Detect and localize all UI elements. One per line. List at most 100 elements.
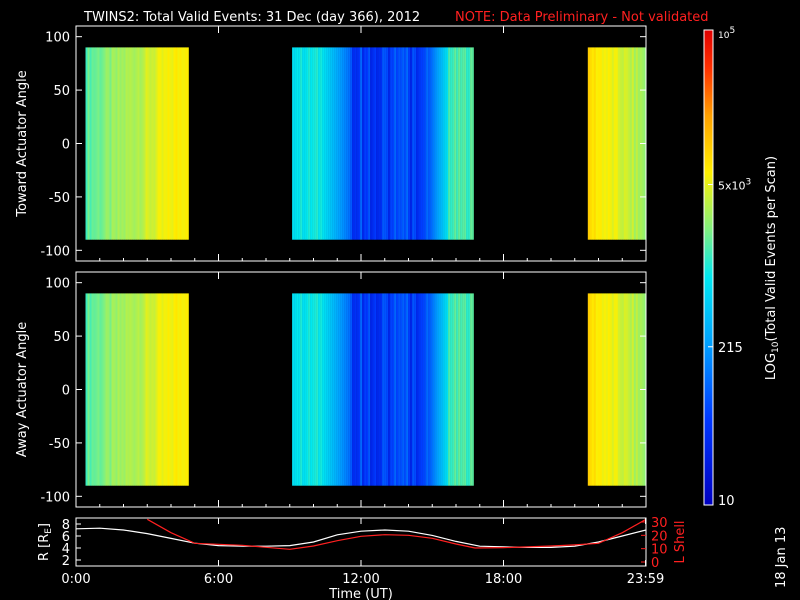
heatmap-column xyxy=(151,293,154,486)
heatmap-column xyxy=(424,293,427,486)
heatmap-column xyxy=(107,47,110,240)
heatmap-column xyxy=(615,293,618,486)
heatmap-column xyxy=(181,47,184,240)
y-tick-label: 50 xyxy=(53,84,70,99)
heatmap-column xyxy=(434,293,437,486)
heatmap-column xyxy=(392,47,395,240)
heatmap-column xyxy=(619,47,622,240)
heatmap-column xyxy=(631,47,634,240)
heatmap-column xyxy=(418,47,421,240)
heatmap-column xyxy=(464,47,467,240)
heatmap-column xyxy=(599,47,602,240)
heatmap-column xyxy=(113,293,116,486)
heatmap-column xyxy=(109,47,112,240)
heatmap-column xyxy=(434,47,437,240)
heatmap-column xyxy=(318,293,321,486)
heatmap-column xyxy=(404,293,407,486)
y-tick-label: -100 xyxy=(40,490,70,505)
heatmap-column xyxy=(169,293,172,486)
heatmap-column xyxy=(320,47,323,240)
heatmap-column xyxy=(354,293,357,486)
y2-axis-label: L Shell xyxy=(673,520,688,563)
heatmap-column xyxy=(344,293,347,486)
heatmap-column xyxy=(300,47,303,240)
heatmap-column xyxy=(85,47,88,240)
heatmap-column xyxy=(360,47,363,240)
y-tick-label: 0 xyxy=(62,384,70,399)
heatmap-column xyxy=(306,47,309,240)
heatmap-column xyxy=(440,47,443,240)
heatmap-column xyxy=(167,293,170,486)
heatmap-column xyxy=(87,293,90,486)
heatmap-column xyxy=(354,47,357,240)
heatmap-column xyxy=(135,47,138,240)
heatmap-column xyxy=(113,47,116,240)
heatmap-column xyxy=(603,293,606,486)
heatmap-column xyxy=(470,47,473,240)
heatmap-column xyxy=(336,293,339,486)
colorbar: 105 5x103 215 10 LOG10(Total Valid Events pe… xyxy=(703,26,781,509)
heatmap-column xyxy=(312,293,315,486)
heatmap-column xyxy=(470,293,473,486)
heatmap-column xyxy=(400,293,403,486)
heatmap-column xyxy=(631,293,634,486)
heatmap-column xyxy=(352,293,355,486)
heatmap-column xyxy=(430,293,433,486)
heatmap-column xyxy=(123,293,126,486)
heatmap-column xyxy=(127,47,130,240)
heatmap-column xyxy=(350,47,353,240)
heatmap-column xyxy=(412,293,415,486)
heatmap-column xyxy=(442,293,445,486)
heatmap-column xyxy=(131,47,134,240)
heatmap-column xyxy=(187,293,189,486)
heatmap-column xyxy=(364,47,367,240)
heatmap-column xyxy=(629,47,632,240)
heatmap-column xyxy=(464,293,467,486)
heatmap-column xyxy=(139,47,142,240)
heatmap-column xyxy=(324,293,327,486)
heatmap-column xyxy=(342,293,345,486)
heatmap-column xyxy=(133,293,136,486)
heatmap-column xyxy=(597,47,600,240)
heatmap-column xyxy=(416,293,419,486)
heatmap-column xyxy=(414,47,417,240)
heatmap-column xyxy=(428,47,431,240)
heatmap-column xyxy=(410,47,413,240)
heatmap-column xyxy=(372,47,375,240)
heatmap-column xyxy=(402,47,405,240)
date-stamp: 18 Jan 13 xyxy=(774,527,789,588)
heatmap-column xyxy=(175,293,178,486)
heatmap-column xyxy=(398,293,401,486)
x-tick-label: 12:00 xyxy=(342,572,379,587)
heatmap-column xyxy=(436,47,439,240)
heatmap-column xyxy=(611,47,614,240)
heatmap-column xyxy=(394,47,397,240)
heatmap-column xyxy=(368,293,371,486)
heatmap-column xyxy=(593,293,596,486)
heatmap-column xyxy=(617,293,620,486)
heatmap-column xyxy=(617,47,620,240)
heatmap-column xyxy=(607,293,610,486)
heatmap-column xyxy=(95,293,98,486)
heatmap-column xyxy=(460,47,463,240)
heatmap-column xyxy=(131,293,134,486)
heatmap-column xyxy=(358,293,361,486)
heatmap-column xyxy=(157,47,160,240)
heatmap-column xyxy=(177,293,180,486)
heatmap-column xyxy=(298,293,301,486)
toward-angle-panel: 100 50 0 -50 -100 Toward Actuator Angle xyxy=(15,25,647,262)
heatmap-column xyxy=(119,47,122,240)
heatmap-column xyxy=(420,47,423,240)
heatmap-column xyxy=(611,293,614,486)
heatmap-column xyxy=(448,293,451,486)
heatmap-column xyxy=(635,47,638,240)
y-tick-label: -50 xyxy=(49,437,70,452)
heatmap-column xyxy=(406,293,409,486)
heatmap-column xyxy=(372,293,375,486)
heatmap-column xyxy=(179,47,182,240)
heatmap-column xyxy=(621,293,624,486)
heatmap-column xyxy=(422,293,425,486)
heatmap-column xyxy=(129,47,132,240)
heatmap-column xyxy=(93,293,96,486)
plot-frame xyxy=(75,517,647,567)
